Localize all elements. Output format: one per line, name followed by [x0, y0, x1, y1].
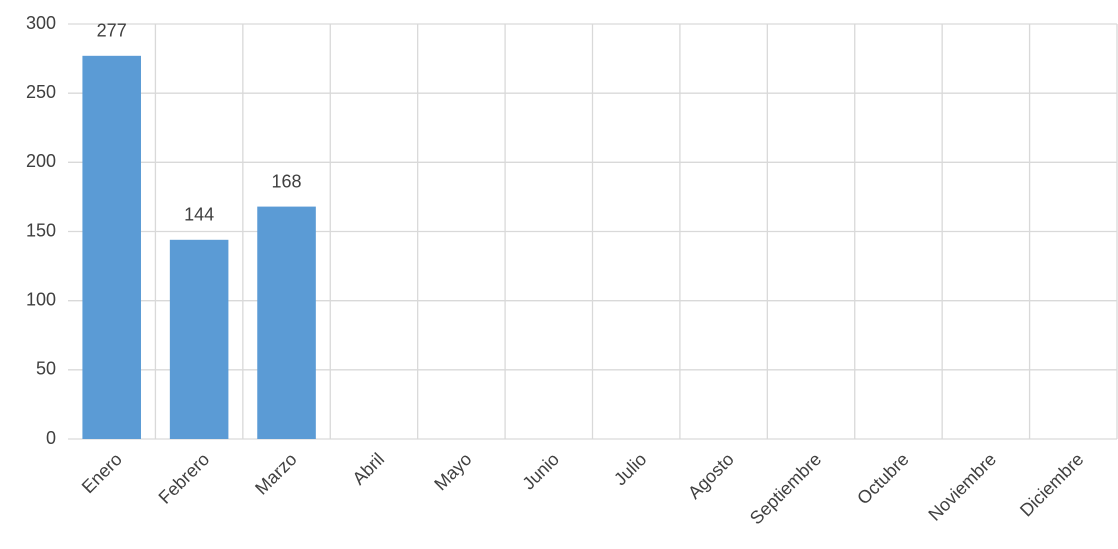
y-tick-label: 200 — [26, 151, 56, 171]
x-tick-label: Noviembre — [924, 449, 1000, 525]
x-tick-label: Diciembre — [1016, 449, 1087, 520]
x-tick-label: Febrero — [155, 449, 214, 508]
x-tick-label: Enero — [78, 449, 126, 497]
y-tick-label: 300 — [26, 13, 56, 33]
x-tick-label: Junio — [518, 449, 563, 494]
bar — [169, 239, 229, 439]
x-tick-label: Octubre — [853, 449, 912, 508]
data-label: 168 — [272, 171, 302, 191]
bar — [82, 55, 141, 440]
x-tick-label: Septiembre — [746, 449, 825, 528]
y-tick-label: 50 — [36, 359, 56, 379]
data-label: 277 — [97, 21, 127, 41]
y-tick-label: 0 — [46, 428, 56, 448]
bar — [257, 206, 316, 439]
x-tick-label: Julio — [610, 449, 650, 489]
y-tick-label: 250 — [26, 82, 56, 102]
x-tick-label: Mayo — [430, 449, 475, 494]
x-tick-label: Marzo — [251, 449, 301, 499]
x-tick-label: Abril — [349, 449, 389, 489]
y-tick-label: 100 — [26, 289, 56, 309]
data-label: 144 — [184, 205, 214, 225]
y-tick-label: 150 — [26, 220, 56, 240]
x-tick-label: Agosto — [684, 449, 738, 503]
